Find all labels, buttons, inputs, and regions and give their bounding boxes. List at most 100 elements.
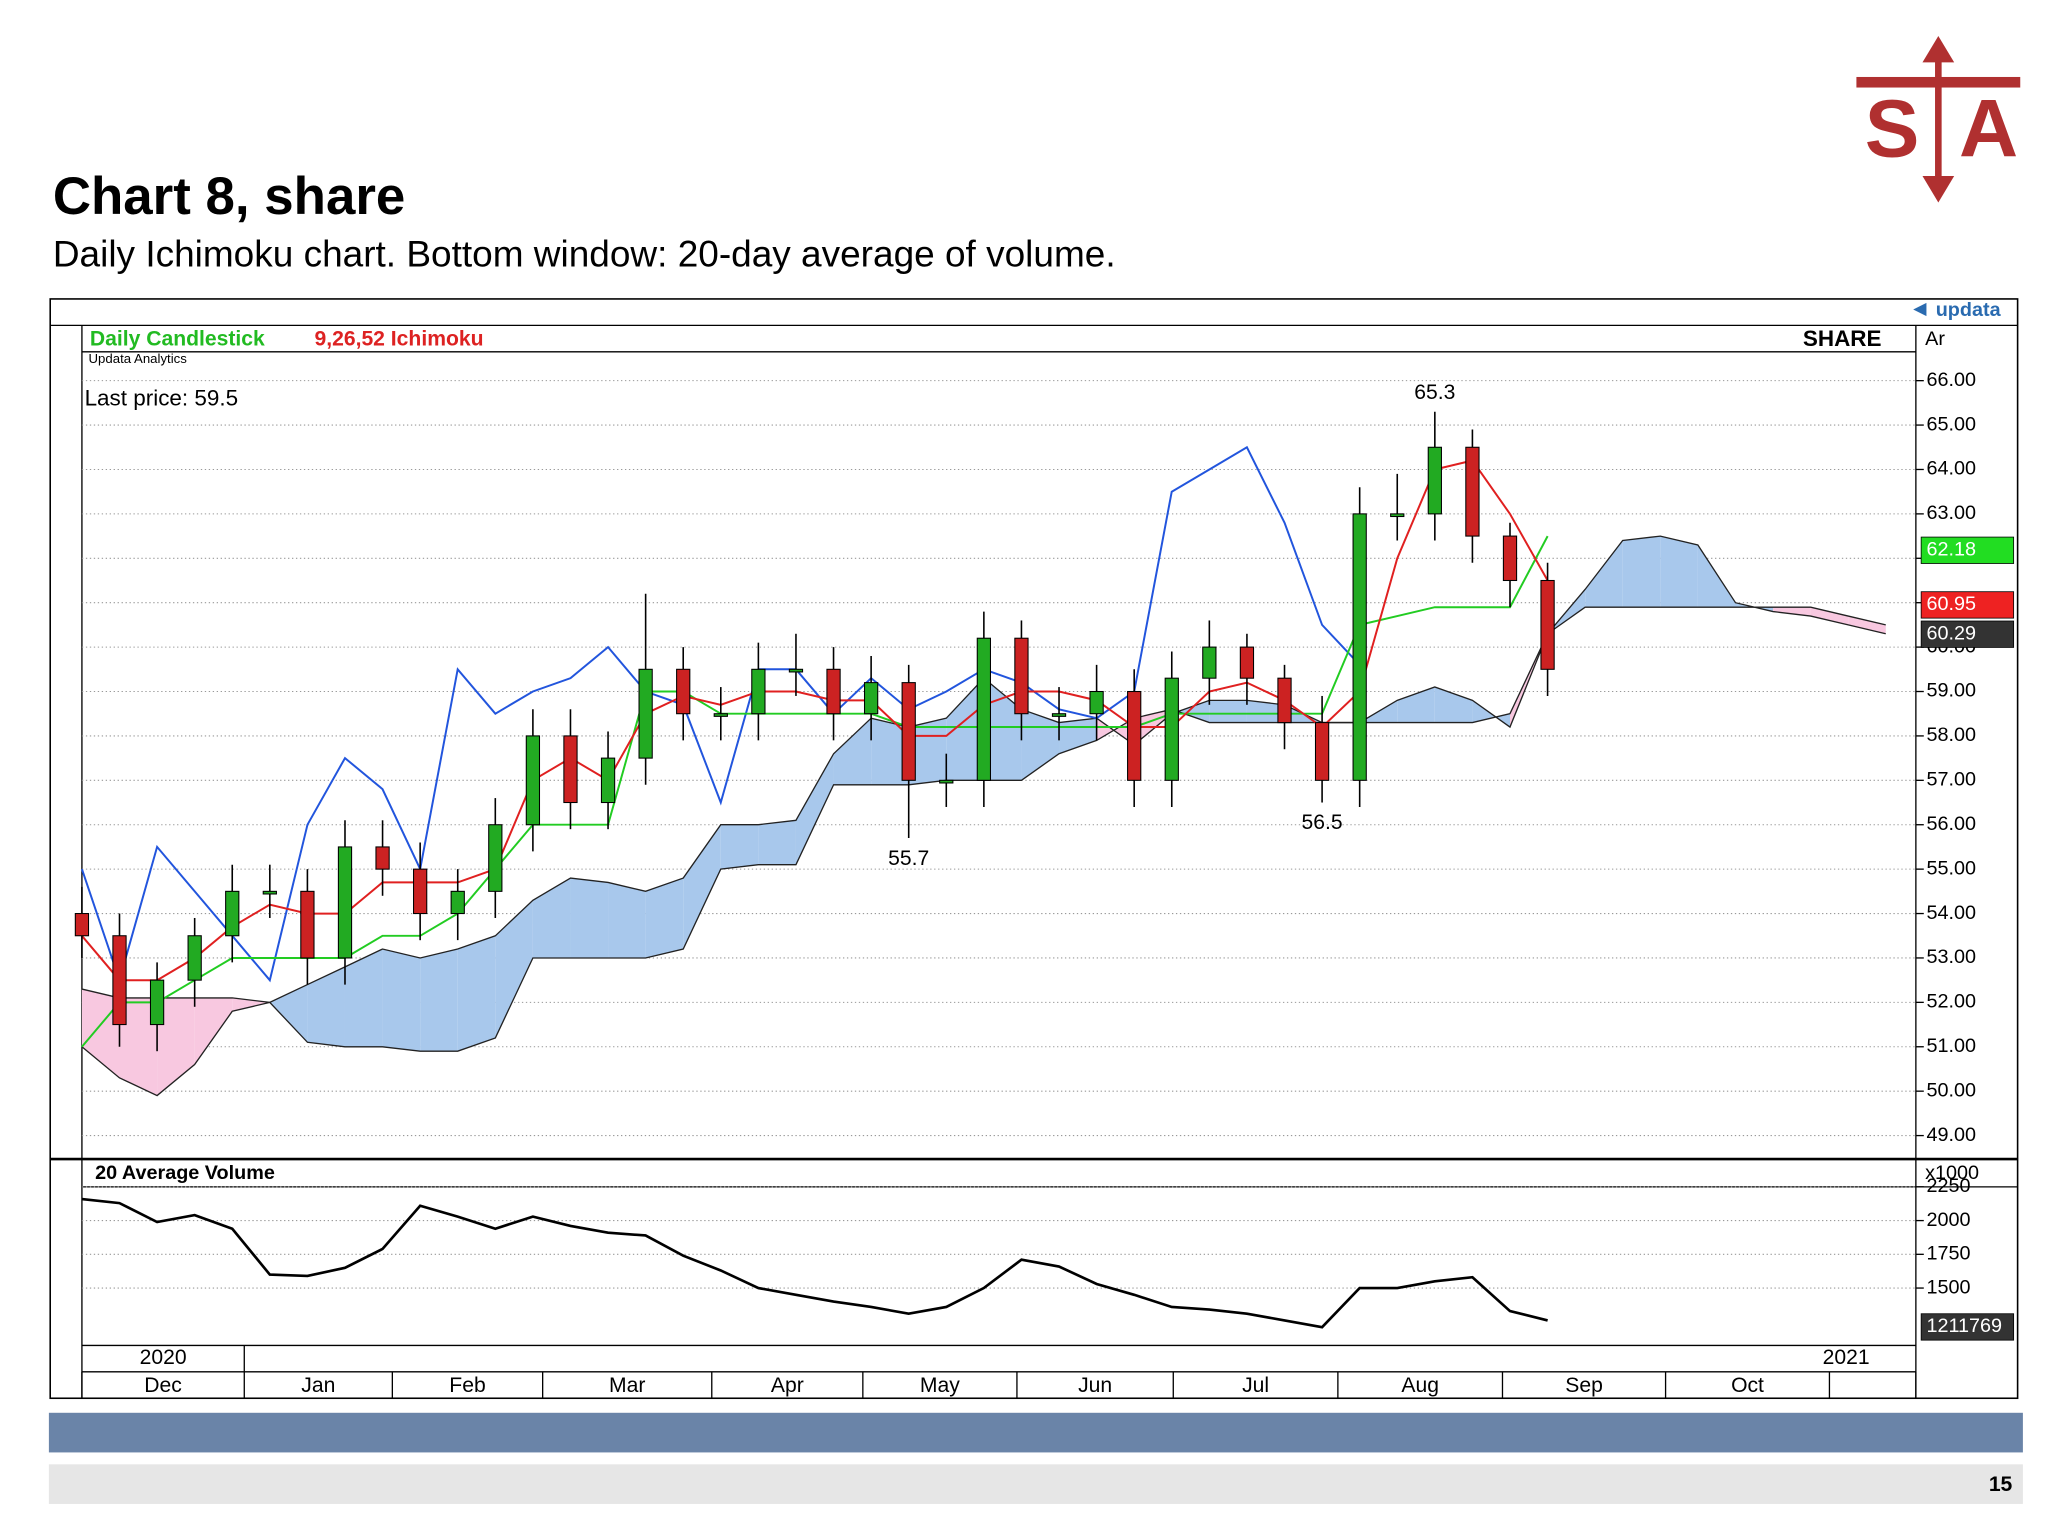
x-tick-label: Dec xyxy=(144,1374,182,1397)
candle-body xyxy=(638,668,653,759)
logo-letter: A xyxy=(1959,84,2018,175)
logo-arrow-head xyxy=(1922,36,1955,63)
candle-body xyxy=(1502,535,1518,582)
y-tick-label: 65.00 xyxy=(1926,413,1976,435)
cloud-segment xyxy=(983,678,1022,781)
cloud-segment xyxy=(683,824,721,950)
x-tick-label: Aug xyxy=(1401,1374,1439,1397)
indicator-label: 9,26,52 Ichimoku xyxy=(314,327,483,350)
x-tick-label: Sep xyxy=(1565,1374,1603,1397)
y-tick-label: 66.00 xyxy=(1926,369,1976,391)
cloud-segment xyxy=(194,997,233,1065)
y-tick-label: 55.00 xyxy=(1926,857,1976,879)
candle-body xyxy=(713,713,728,717)
y-tick-label: 49.00 xyxy=(1926,1124,1976,1146)
candle-body xyxy=(1164,677,1179,781)
cloud-segment xyxy=(457,935,496,1052)
annotation: 65.3 xyxy=(1414,381,1455,404)
cloud-segment xyxy=(720,824,759,870)
candle-body xyxy=(337,846,353,959)
candle-body xyxy=(563,735,578,804)
x-tick-label: Jun xyxy=(1078,1374,1112,1397)
annotation: 55.7 xyxy=(888,847,929,870)
candle-body xyxy=(939,779,954,784)
cloud-segment xyxy=(1246,700,1285,723)
cloud-segment xyxy=(344,949,383,1047)
candle-body xyxy=(1314,722,1330,781)
candle-body xyxy=(300,890,315,959)
tenkan-line xyxy=(81,459,1549,982)
cloud-segment xyxy=(608,882,646,958)
logo-arrow-head xyxy=(1922,176,1955,203)
footer-bar xyxy=(48,1464,2023,1504)
cloud-segment xyxy=(1848,616,1886,634)
cloud-segment xyxy=(495,900,533,1038)
source-label: Updata Analytics xyxy=(89,351,188,366)
price-marker-label: 62.18 xyxy=(1926,539,1976,561)
year-label: 2020 xyxy=(140,1346,187,1369)
last-price: Last price: 59.5 xyxy=(85,385,239,410)
y-tick-label: 50.00 xyxy=(1926,1079,1976,1101)
candle-body xyxy=(413,868,428,915)
y-tick-label: 51.00 xyxy=(1926,1035,1976,1057)
candle-body xyxy=(976,637,991,781)
cloud-segment xyxy=(119,997,158,1096)
candle-body xyxy=(187,935,202,981)
candle-body xyxy=(676,668,691,715)
slide-title: Chart 8, share xyxy=(53,167,405,226)
y-tick-label: 58.00 xyxy=(1926,724,1976,746)
study-label: Daily Candlestick xyxy=(90,327,265,350)
y-tick-label: 56.00 xyxy=(1926,813,1976,835)
candle-body xyxy=(863,682,879,715)
candle-body xyxy=(1202,646,1217,679)
logo-letter: S xyxy=(1865,84,1920,175)
candle-body xyxy=(1427,446,1442,515)
y-tick-label: 1500 xyxy=(1926,1276,1970,1298)
cloud-segment xyxy=(1585,540,1623,608)
cloud-segment xyxy=(1434,687,1473,723)
cloud-segment xyxy=(1773,607,1811,617)
volume-marker-label: 1211769 xyxy=(1926,1315,2002,1337)
candle-body xyxy=(488,824,503,892)
brand: updata xyxy=(1936,299,2002,321)
price-marker-label: 60.95 xyxy=(1926,593,1976,615)
cloud-segment xyxy=(1171,700,1210,723)
x-tick-label: Jan xyxy=(301,1374,335,1397)
cloud-segment xyxy=(420,949,458,1052)
candle-body xyxy=(1051,713,1067,717)
candle-body xyxy=(525,735,541,826)
y-tick-label: 54.00 xyxy=(1926,902,1976,924)
candle-body xyxy=(1352,513,1367,781)
y-tick-label: 59.00 xyxy=(1926,680,1976,702)
cloud-segment xyxy=(1660,536,1698,608)
x-tick-label: Feb xyxy=(449,1374,485,1397)
logo: S A xyxy=(1856,36,2021,203)
candle-body xyxy=(225,890,240,937)
cloud-segment xyxy=(307,966,345,1047)
cloud-segment xyxy=(1810,607,1849,625)
cloud-segment xyxy=(908,718,947,785)
brand-icon xyxy=(1913,302,1927,317)
volume-line xyxy=(81,1197,1548,1329)
annotation: 56.5 xyxy=(1302,811,1343,834)
candle-body xyxy=(1465,446,1480,537)
candle-body xyxy=(149,979,165,1026)
cloud-segment xyxy=(946,678,984,781)
y-tick-label: 1750 xyxy=(1926,1243,1970,1265)
candle-body xyxy=(262,890,277,895)
y-tick-label: 53.00 xyxy=(1926,946,1976,968)
cloud-segment xyxy=(532,878,571,958)
cloud-segment xyxy=(269,984,308,1043)
candle-body xyxy=(74,913,90,937)
volume-title: 20 Average Volume xyxy=(95,1162,275,1184)
candle-body xyxy=(1239,646,1255,679)
cloud-segment xyxy=(382,949,421,1052)
candle-body xyxy=(600,757,616,804)
page-number: 15 xyxy=(1989,1473,2013,1496)
x-tick-label: Apr xyxy=(771,1374,804,1397)
candle-body xyxy=(1540,579,1555,670)
y-tick-label: 57.00 xyxy=(1926,769,1976,791)
candle-body xyxy=(751,668,766,715)
candle-body xyxy=(1014,637,1029,715)
